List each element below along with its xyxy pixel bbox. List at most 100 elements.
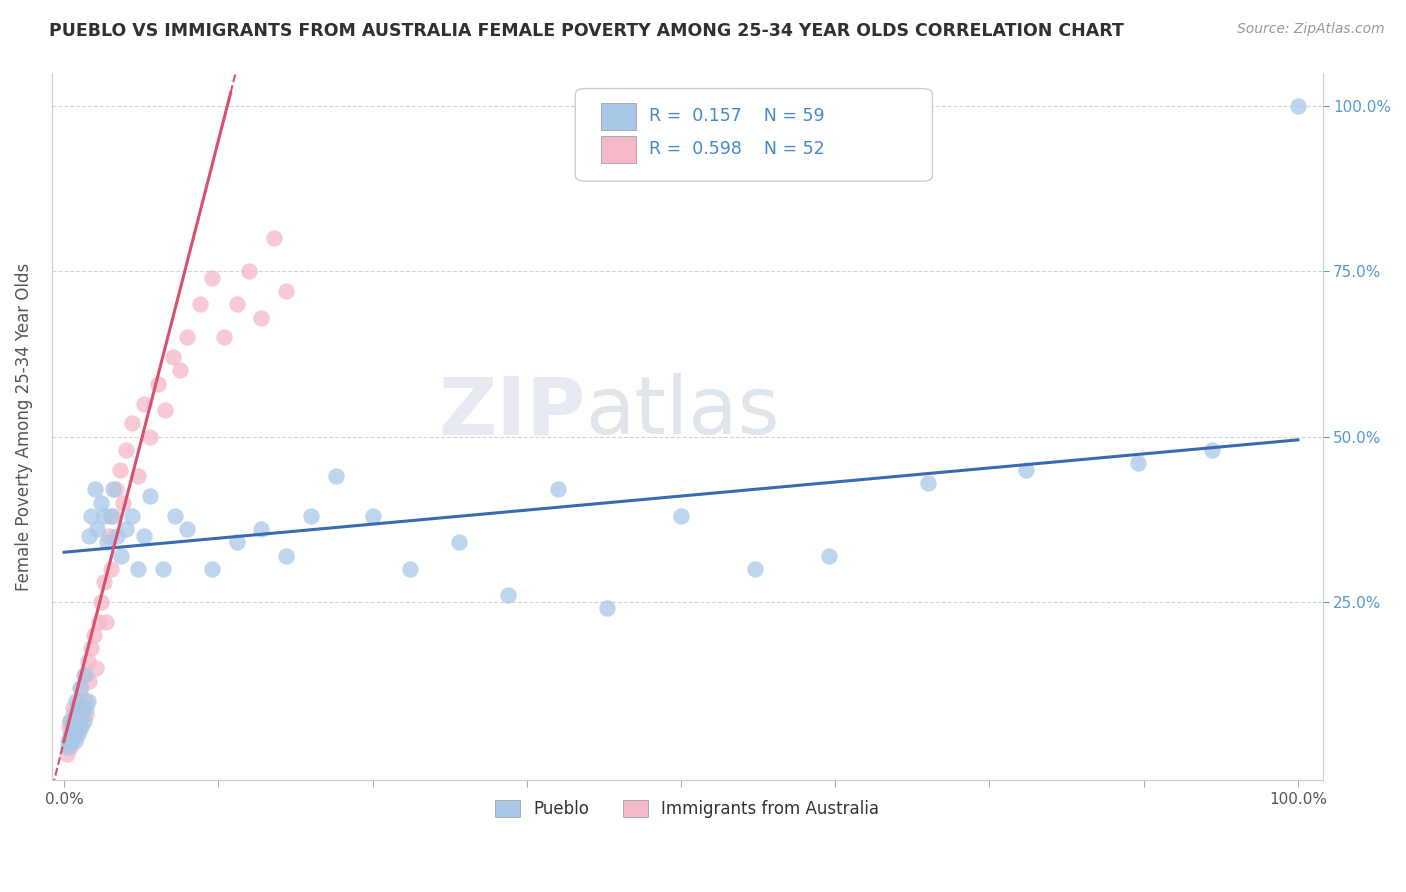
Point <box>70 720 93 734</box>
Point <box>155 403 177 417</box>
Point <box>276 549 298 563</box>
Point <box>121 417 143 431</box>
Point <box>76 694 98 708</box>
Point <box>75 700 97 714</box>
Point <box>60 733 83 747</box>
Point <box>547 483 569 497</box>
Point <box>108 462 131 476</box>
Point <box>225 535 247 549</box>
Point <box>77 529 100 543</box>
Point <box>276 284 298 298</box>
Point <box>93 574 115 589</box>
Point <box>496 588 519 602</box>
Point <box>165 508 187 523</box>
Point <box>100 508 122 523</box>
Text: Source: ZipAtlas.com: Source: ZipAtlas.com <box>1237 22 1385 37</box>
Point <box>162 350 184 364</box>
Point <box>60 733 83 747</box>
Point <box>105 529 128 543</box>
FancyBboxPatch shape <box>575 88 932 181</box>
Point <box>110 549 132 563</box>
Point <box>75 694 97 708</box>
Point <box>447 535 470 549</box>
Point <box>263 231 285 245</box>
Point <box>65 720 87 734</box>
Point <box>121 508 143 523</box>
Point <box>176 330 198 344</box>
Point <box>58 720 80 734</box>
Point <box>818 549 841 563</box>
Point <box>97 529 120 543</box>
Point <box>65 727 87 741</box>
Point <box>59 740 82 755</box>
Point <box>63 727 86 741</box>
Point <box>127 562 149 576</box>
Point <box>69 720 91 734</box>
Point <box>112 496 135 510</box>
Point <box>67 694 90 708</box>
Point <box>72 700 94 714</box>
Y-axis label: Female Poverty Among 25-34 Year Olds: Female Poverty Among 25-34 Year Olds <box>15 262 32 591</box>
Point <box>86 522 108 536</box>
Point <box>139 489 162 503</box>
Point <box>201 562 224 576</box>
Point <box>76 654 98 668</box>
Point <box>80 508 103 523</box>
FancyBboxPatch shape <box>600 136 637 163</box>
Point <box>214 330 236 344</box>
Point <box>73 714 96 728</box>
Point <box>100 562 122 576</box>
Point <box>114 442 136 457</box>
Point <box>63 707 86 722</box>
Point <box>596 601 619 615</box>
Point <box>169 363 191 377</box>
Point <box>361 508 384 523</box>
Point <box>250 522 273 536</box>
Point <box>55 747 77 761</box>
Point <box>59 714 82 728</box>
Point <box>80 641 103 656</box>
Point <box>84 483 107 497</box>
Point <box>127 469 149 483</box>
Point <box>146 376 169 391</box>
Point <box>66 714 89 728</box>
Point <box>176 522 198 536</box>
Point <box>744 562 766 576</box>
Point <box>73 667 96 681</box>
Point <box>325 469 347 483</box>
Point <box>1015 462 1038 476</box>
Point <box>225 297 247 311</box>
Point <box>201 271 224 285</box>
Point <box>669 508 692 523</box>
Point <box>1126 456 1149 470</box>
Point <box>188 297 211 311</box>
Point <box>75 707 97 722</box>
Text: ZIP: ZIP <box>439 374 585 451</box>
Point <box>59 714 82 728</box>
Point <box>59 727 82 741</box>
Point <box>398 562 420 576</box>
Point <box>84 661 107 675</box>
Point <box>94 615 117 629</box>
Point <box>62 700 84 714</box>
Point <box>66 727 89 741</box>
Point <box>72 707 94 722</box>
Point <box>93 508 115 523</box>
Point <box>917 475 939 490</box>
Point <box>63 707 86 722</box>
Point <box>134 396 156 410</box>
Text: R =  0.598    N = 52: R = 0.598 N = 52 <box>650 140 825 159</box>
Point <box>238 264 260 278</box>
Text: PUEBLO VS IMMIGRANTS FROM AUSTRALIA FEMALE POVERTY AMONG 25-34 YEAR OLDS CORRELA: PUEBLO VS IMMIGRANTS FROM AUSTRALIA FEMA… <box>49 22 1123 40</box>
Point <box>65 694 87 708</box>
Point <box>90 595 112 609</box>
Point <box>104 483 127 497</box>
FancyBboxPatch shape <box>600 103 637 129</box>
Point <box>103 508 125 523</box>
Point <box>70 681 93 695</box>
Point <box>139 429 162 443</box>
Point <box>96 535 118 549</box>
Text: atlas: atlas <box>585 374 780 451</box>
Point <box>103 483 125 497</box>
Text: R =  0.157    N = 59: R = 0.157 N = 59 <box>650 107 825 125</box>
